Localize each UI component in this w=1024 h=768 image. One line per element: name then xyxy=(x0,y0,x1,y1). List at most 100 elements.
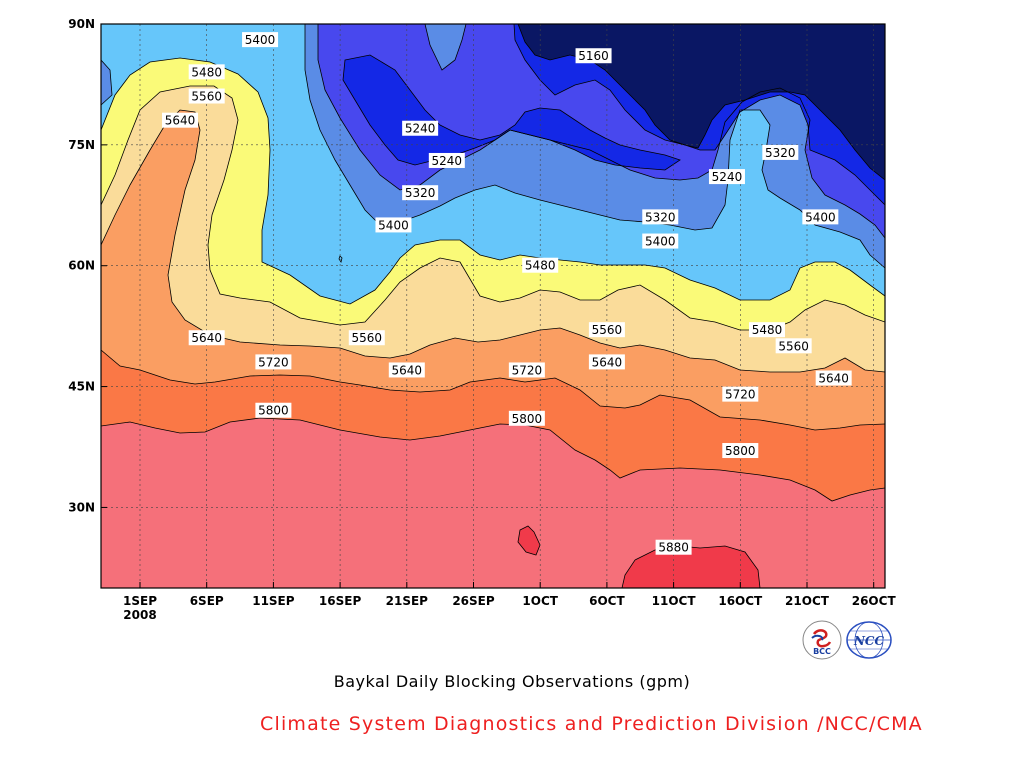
contour-label: 5720 xyxy=(722,386,759,402)
contour-label-box xyxy=(748,322,785,338)
contour-label-value: 5560 xyxy=(352,331,383,345)
contour-label: 5880 xyxy=(655,539,692,555)
contour-label-box xyxy=(722,443,759,459)
contour-label-value: 5400 xyxy=(645,235,676,249)
contour-label-value: 5480 xyxy=(191,65,222,79)
x-tick-label: 26SEP xyxy=(452,594,495,608)
contour-label-box xyxy=(708,169,745,185)
fill-patch-5240-low xyxy=(343,55,680,170)
contour-label: 5560 xyxy=(588,322,625,338)
contour-label-box xyxy=(255,402,292,418)
x-tick-label: 11SEP xyxy=(252,594,295,608)
contour-line-5480 xyxy=(101,57,885,305)
contour-label-value: 5640 xyxy=(165,114,196,128)
x-tick-label: 21SEP xyxy=(386,594,429,608)
bcc-logo-text: BCC xyxy=(813,647,831,656)
contour-label-value: 5800 xyxy=(512,412,543,426)
contour-label-value: 5560 xyxy=(592,323,623,337)
contour-label: 5720 xyxy=(508,362,545,378)
contour-label-box xyxy=(188,330,225,346)
contour-label-box xyxy=(642,209,679,225)
contour-label: 5400 xyxy=(242,32,279,48)
y-tick-label: 30N xyxy=(68,500,95,514)
contour-label-box xyxy=(255,354,292,370)
contour-label: 5240 xyxy=(428,152,465,168)
contour-label-box xyxy=(388,362,425,378)
contour-label-box xyxy=(402,185,439,201)
contour-label: 5160 xyxy=(575,48,612,64)
x-year-label: 2008 xyxy=(123,608,156,622)
contour-line-5640 xyxy=(101,109,885,373)
contour-label-value: 5320 xyxy=(765,146,796,160)
contour-label: 5480 xyxy=(522,257,559,273)
contour-label-box xyxy=(188,64,225,80)
contour-label: 5640 xyxy=(162,112,199,128)
contour-label-value: 5720 xyxy=(512,363,543,377)
contour-line-5400 xyxy=(304,24,885,269)
contour-label-value: 5400 xyxy=(805,210,836,224)
contour-label-value: 5240 xyxy=(405,122,436,136)
x-axis: 1SEP 6SEP 11SEP 16SEP 21SEP 26SEP 1OCT 6OCT 11OC… xyxy=(123,582,896,622)
contour-label-value: 5240 xyxy=(432,154,463,168)
fill-patch-5320-nw xyxy=(101,60,112,105)
contour-line-5320-top xyxy=(424,24,467,71)
contour-label: 5800 xyxy=(508,410,545,426)
contour-line-5160 xyxy=(517,24,885,181)
contour-label: 5320 xyxy=(402,185,439,201)
contour-line-small-loop xyxy=(338,255,343,263)
y-tick-label: 90N xyxy=(68,17,95,31)
contour-line-5320 xyxy=(317,24,885,239)
contour-label: 5320 xyxy=(642,209,679,225)
contour-label: 5640 xyxy=(815,370,852,386)
contour-line-5400-nw xyxy=(101,59,113,106)
contour-label-box xyxy=(522,257,559,273)
contour-label-value: 5800 xyxy=(725,444,756,458)
contour-label: 5560 xyxy=(775,338,812,354)
x-tick-label: 11OCT xyxy=(652,594,697,608)
contour-label-box xyxy=(815,370,852,386)
x-tick-label: 16SEP xyxy=(319,594,362,608)
contour-lines xyxy=(101,24,885,588)
contour-label-box xyxy=(588,322,625,338)
contour-label-box xyxy=(508,410,545,426)
contour-label: 5720 xyxy=(255,354,292,370)
contour-label-value: 5400 xyxy=(245,33,276,47)
contour-label: 5640 xyxy=(588,354,625,370)
contour-label: 5320 xyxy=(762,144,799,160)
contour-label: 5240 xyxy=(402,120,439,136)
contour-label-value: 5640 xyxy=(592,355,623,369)
x-tick-label: 1OCT xyxy=(522,594,558,608)
x-tick-label: 21OCT xyxy=(785,594,830,608)
contour-label-box xyxy=(508,362,545,378)
contour-label-box xyxy=(188,88,225,104)
x-tick-label: 16OCT xyxy=(718,594,763,608)
contour-label: 5800 xyxy=(255,402,292,418)
contour-label-box xyxy=(762,144,799,160)
contour-label: 5800 xyxy=(722,443,759,459)
contour-label-value: 5800 xyxy=(258,404,289,418)
plot-frame xyxy=(100,23,886,589)
contour-label-box xyxy=(242,32,279,48)
contour-label: 5560 xyxy=(348,330,385,346)
contour-label: 5400 xyxy=(642,233,679,249)
contour-label-value: 5160 xyxy=(578,49,609,63)
contour-label-value: 5400 xyxy=(378,218,409,232)
contour-label-box xyxy=(375,217,412,233)
y-tick-label: 45N xyxy=(68,380,95,394)
contour-label-value: 5240 xyxy=(712,170,743,184)
contour-label-value: 5640 xyxy=(191,331,222,345)
contour-label: 5240 xyxy=(708,169,745,185)
contour-line-5720 xyxy=(101,349,885,431)
contour-label: 5640 xyxy=(388,362,425,378)
contour-label: 5480 xyxy=(188,64,225,80)
contour-label-box xyxy=(575,48,612,64)
contour-label: 5560 xyxy=(188,88,225,104)
contour-label-value: 5720 xyxy=(258,355,289,369)
contour-label-box xyxy=(722,386,759,402)
y-axis: 30N 45N 60N 75N 90N xyxy=(68,17,107,514)
contour-line-5800 xyxy=(101,417,885,502)
y-tick-label: 60N xyxy=(68,259,95,273)
contour-label-box xyxy=(348,330,385,346)
fill-band-5880 xyxy=(622,546,760,588)
contour-label-value: 5480 xyxy=(525,259,556,273)
